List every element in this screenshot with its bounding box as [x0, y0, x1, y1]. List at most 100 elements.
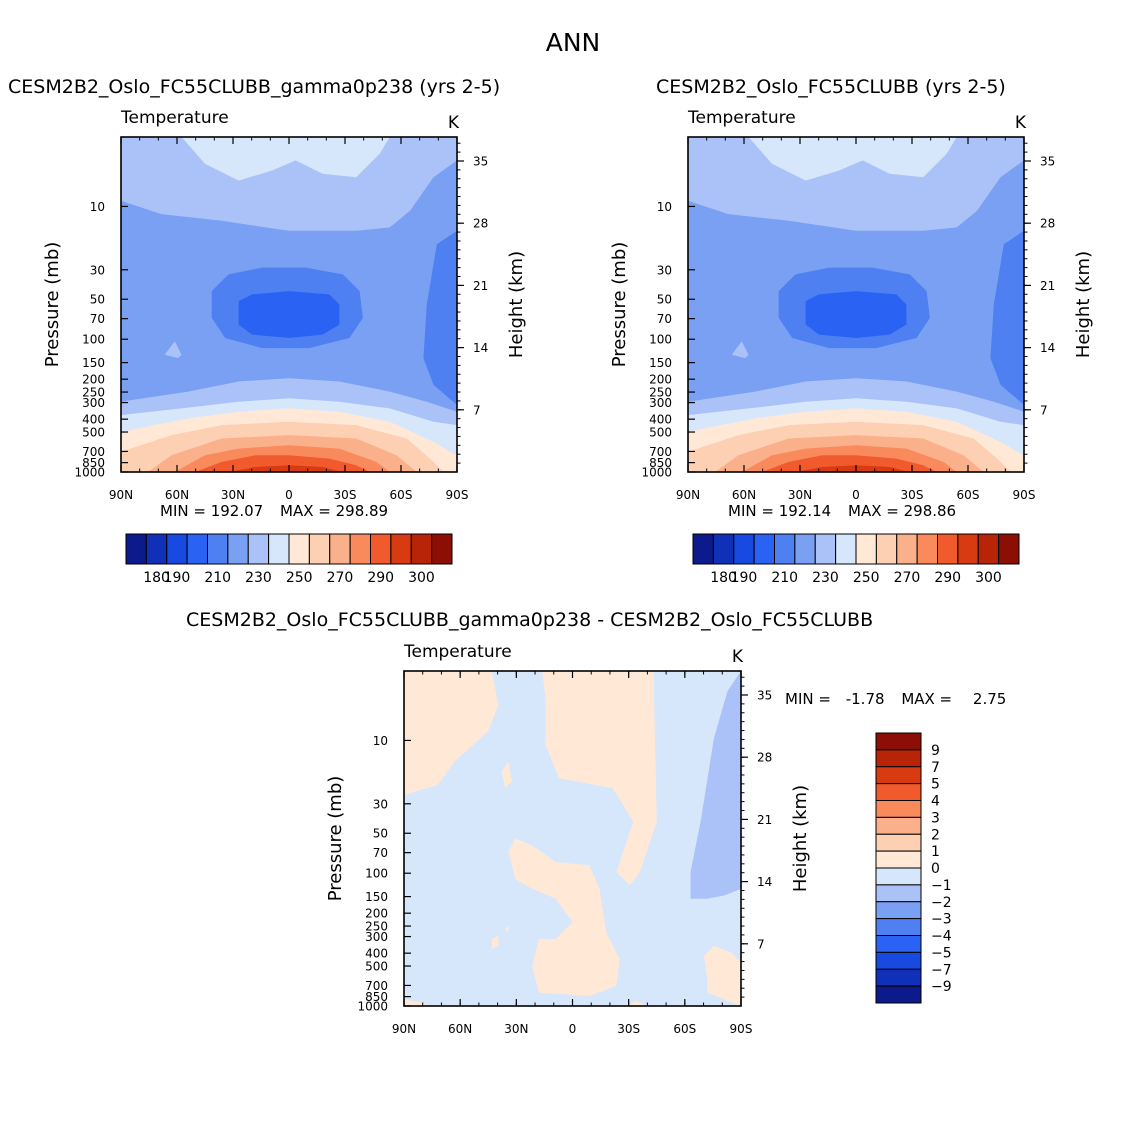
- y-tick-label: 700: [649, 445, 672, 459]
- colorbar-box: [875, 816, 922, 835]
- variable-label: Temperature: [120, 108, 229, 128]
- colorbar-box: [712, 533, 735, 565]
- colorbar-box: [288, 533, 310, 565]
- max-label: MAX =: [848, 502, 899, 520]
- y-tick-label: 70: [373, 846, 388, 860]
- colorbar-box: [145, 533, 168, 565]
- y-tick-label: 300: [649, 396, 672, 410]
- colorbar-box: [875, 732, 922, 751]
- y-tick-label: 100: [82, 333, 105, 347]
- max-value: 298.86: [903, 502, 957, 520]
- units-label: K: [732, 647, 744, 667]
- y2-tick-label: 7: [1040, 403, 1048, 417]
- colorbar-label: −4: [931, 929, 952, 945]
- panel-1-field: [121, 137, 457, 472]
- y2-axis-title: Height (km): [506, 251, 527, 358]
- colorbar-box: [247, 533, 270, 565]
- max-value: 298.89: [335, 502, 389, 520]
- y-tick-label: 70: [90, 312, 105, 326]
- colorbar-box: [431, 533, 453, 565]
- y-tick-label: 500: [365, 960, 388, 974]
- colorbar-box: [166, 533, 188, 565]
- y-tick-label: 400: [365, 947, 388, 961]
- y-axis-title: Pressure (mb): [325, 776, 346, 902]
- colorbar-box: [774, 533, 796, 565]
- colorbar-label: 270: [894, 570, 921, 586]
- x-tick-label: 90N: [676, 488, 700, 502]
- colorbar-label: 230: [812, 570, 839, 586]
- colorbar-box: [329, 533, 351, 565]
- colorbar-box: [875, 749, 922, 768]
- y-tick-label: 400: [82, 413, 105, 427]
- units-label: K: [448, 113, 460, 133]
- colorbar-box: [875, 935, 922, 953]
- colorbar-label: 210: [204, 570, 231, 586]
- panel-3-axes: 90N 60N 30N 0 30S 60S 90S103050701001502002503…: [325, 642, 811, 1036]
- contour-band: [423, 230, 457, 405]
- colorbar-label: 4: [931, 794, 940, 810]
- colorbar-box: [875, 533, 898, 565]
- y-tick-label: 1000: [74, 466, 105, 480]
- y-tick-label: 200: [82, 373, 105, 387]
- x-tick-label: 60S: [957, 488, 980, 502]
- panel-2-field: [688, 137, 1024, 472]
- x-tick-label: 0: [285, 488, 293, 502]
- colorbar-label: 290: [367, 570, 394, 586]
- colorbar-box: [875, 918, 922, 936]
- y-tick-label: 850: [365, 990, 388, 1004]
- colorbar-label: −1: [931, 878, 952, 894]
- min-label: MIN =: [785, 690, 831, 708]
- y2-tick-label: 21: [1040, 279, 1055, 293]
- y2-tick-label: 35: [1040, 154, 1055, 168]
- panel-2-title: CESM2B2_Oslo_FC55CLUBB (yrs 2-5): [656, 76, 1006, 98]
- variable-label: Temperature: [687, 108, 796, 128]
- colorbar-box: [875, 884, 922, 903]
- colorbar-box: [875, 850, 922, 869]
- min-label: MIN =: [728, 502, 774, 520]
- colorbar-box: [186, 533, 208, 565]
- panel-1-axes: 90N 60N 30N 0 30S 60S 90S103050701001502002503…: [42, 108, 527, 502]
- colorbar-box: [308, 533, 331, 565]
- contour-band: [703, 945, 741, 1006]
- x-tick-label: 0: [852, 488, 860, 502]
- y-tick-label: 300: [365, 930, 388, 944]
- colorbar-box: [370, 533, 392, 565]
- contour-band: [404, 999, 431, 1006]
- variable-label: Temperature: [403, 642, 512, 662]
- colorbar-label: 290: [934, 570, 961, 586]
- y2-tick-label: 7: [473, 403, 481, 417]
- y2-tick-label: 14: [473, 341, 488, 355]
- x-tick-label: 60N: [732, 488, 756, 502]
- colorbar-box: [875, 901, 922, 920]
- y-tick-label: 1000: [357, 1000, 388, 1014]
- y-axis-title: Pressure (mb): [609, 242, 630, 368]
- colorbar-label: 7: [931, 760, 940, 776]
- colorbar-box: [875, 951, 922, 970]
- y2-tick-label: 35: [757, 688, 772, 702]
- colorbar-label: 250: [853, 570, 880, 586]
- contour-band: [228, 465, 343, 472]
- y-tick-label: 500: [649, 426, 672, 440]
- y-tick-label: 250: [365, 920, 388, 934]
- panel-2-axes: 90N 60N 30N 0 30S 60S 90S103050701001502002503…: [609, 108, 1094, 502]
- colorbar-box: [896, 533, 918, 565]
- y-tick-label: 850: [82, 456, 105, 470]
- contour-band: [805, 291, 907, 338]
- colorbar-box: [875, 766, 922, 785]
- y2-axis-title: Height (km): [790, 785, 811, 892]
- colorbar-box: [875, 985, 922, 1004]
- y-tick-label: 100: [649, 333, 672, 347]
- y2-axis-title: Height (km): [1073, 251, 1094, 358]
- y2-tick-label: 7: [757, 937, 765, 951]
- contour-band: [990, 230, 1024, 405]
- y2-tick-label: 14: [757, 875, 772, 889]
- y-tick-label: 10: [373, 734, 388, 748]
- colorbar-label: 250: [286, 570, 313, 586]
- y-tick-label: 10: [657, 200, 672, 214]
- x-tick-label: 90S: [446, 488, 469, 502]
- colorbar-label: −7: [931, 962, 952, 978]
- x-tick-label: 60S: [390, 488, 413, 502]
- colorbar-label: −5: [931, 945, 952, 961]
- contour-band: [164, 341, 182, 359]
- colorbar-box: [916, 533, 938, 565]
